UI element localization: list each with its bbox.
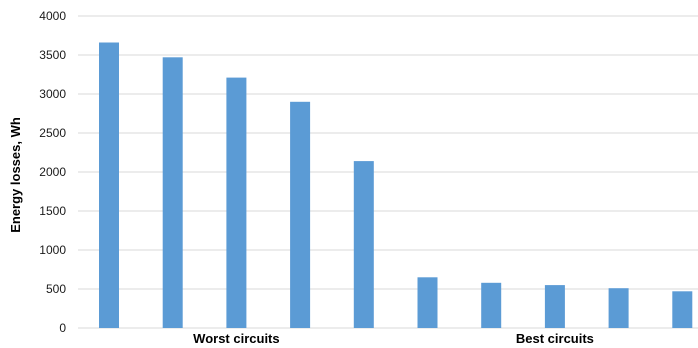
- bar: [290, 101, 311, 328]
- bar: [99, 42, 119, 328]
- bar: [544, 285, 565, 328]
- bar: [417, 277, 438, 328]
- bar: [353, 161, 374, 328]
- group-label: Best circuits: [516, 331, 594, 346]
- y-axis-ticks: 0 500 1000 1500 2000 2500 3000 3500 4000: [39, 9, 66, 335]
- y-tick-label: 4000: [39, 9, 66, 23]
- y-tick-label: 3500: [39, 48, 66, 62]
- bars: [99, 42, 693, 329]
- y-tick-label: 0: [59, 321, 66, 335]
- bar: [608, 288, 629, 328]
- y-tick-label: 2000: [39, 165, 66, 179]
- y-axis-title: Energy losses, Wh: [8, 117, 23, 233]
- bar: [162, 57, 183, 329]
- bar: [226, 77, 247, 328]
- y-tick-label: 1000: [39, 243, 66, 257]
- y-tick-label: 3000: [39, 87, 66, 101]
- group-labels: Worst circuits Best circuits: [193, 331, 594, 346]
- y-tick-label: 1500: [39, 204, 66, 218]
- bar: [672, 291, 693, 328]
- bar: [481, 282, 502, 328]
- y-tick-label: 2500: [39, 126, 66, 140]
- y-tick-label: 500: [46, 282, 66, 296]
- group-label: Worst circuits: [193, 331, 279, 346]
